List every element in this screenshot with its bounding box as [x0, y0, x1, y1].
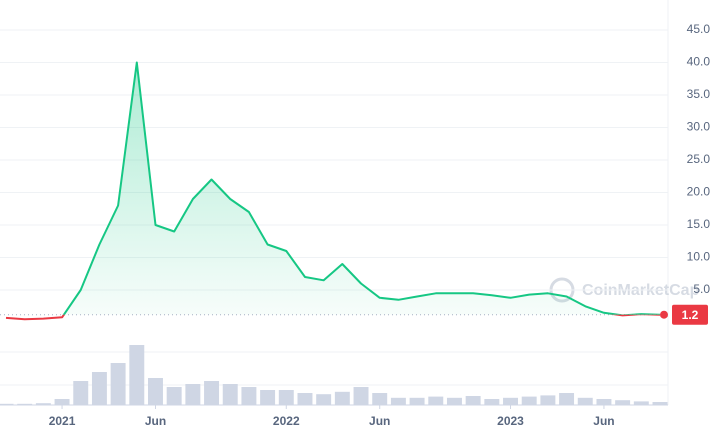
watermark-text: CoinMarketCap [582, 282, 700, 299]
volume-bar [129, 345, 145, 405]
volume-bar [353, 387, 369, 405]
volume-bar [596, 399, 612, 405]
price-badge [672, 304, 708, 325]
x-tick-label: Jun [145, 414, 166, 428]
volume-bar [185, 384, 201, 405]
volume-bar [521, 396, 537, 405]
volume-bar [278, 390, 294, 405]
volume-bar [316, 394, 332, 405]
volume-bar [73, 381, 89, 405]
volume-bar [540, 395, 556, 405]
price-badge-label: 1.2 [682, 308, 699, 322]
x-tick-label: 2022 [273, 414, 300, 428]
volume-bar [148, 378, 163, 405]
volume-bar [446, 397, 462, 405]
volume-bar [465, 396, 481, 405]
volume-bar [241, 387, 257, 405]
volume-bar [409, 397, 425, 405]
volume-bar [166, 387, 182, 405]
last-point [660, 310, 668, 319]
volume-bar [0, 403, 14, 405]
y-tick-label: 10.0 [687, 250, 711, 264]
volume-bar [484, 399, 500, 405]
volume-bar [204, 381, 220, 405]
x-tick-label: 2021 [49, 414, 76, 428]
y-tick-label: 15.0 [687, 217, 711, 231]
volume-bar [17, 403, 33, 405]
volume-bar [222, 384, 238, 405]
volume-bar [54, 399, 70, 405]
volume-bar [577, 397, 593, 405]
volume-bar [652, 402, 668, 405]
volume-bar [615, 400, 631, 405]
y-tick-label: 5.0 [693, 282, 710, 296]
y-tick-label: 35.0 [687, 87, 711, 101]
x-tick-label: 2023 [497, 414, 524, 428]
volume-bar [633, 401, 649, 405]
x-tick-label: Jun [369, 414, 390, 428]
y-tick-label: 30.0 [687, 120, 711, 134]
volume-bar [297, 393, 313, 405]
volume-bar [372, 393, 388, 405]
x-tick-label: Jun [593, 414, 614, 428]
y-tick-label: 25.0 [687, 152, 711, 166]
price-area [6, 62, 660, 315]
volume-bar [91, 372, 107, 405]
volume-bar [428, 396, 444, 405]
volume-bar [503, 397, 518, 405]
volume-bar [35, 403, 51, 405]
volume-bar [110, 363, 126, 405]
y-tick-label: 40.0 [687, 55, 711, 69]
volume-bar [260, 390, 276, 405]
volume-bar [559, 393, 575, 405]
price-line-up [62, 61, 661, 315]
volume-bar [334, 391, 350, 405]
volume-bar [390, 397, 406, 405]
y-tick-label: 45.0 [687, 22, 711, 36]
y-tick-label: 20.0 [687, 185, 711, 199]
